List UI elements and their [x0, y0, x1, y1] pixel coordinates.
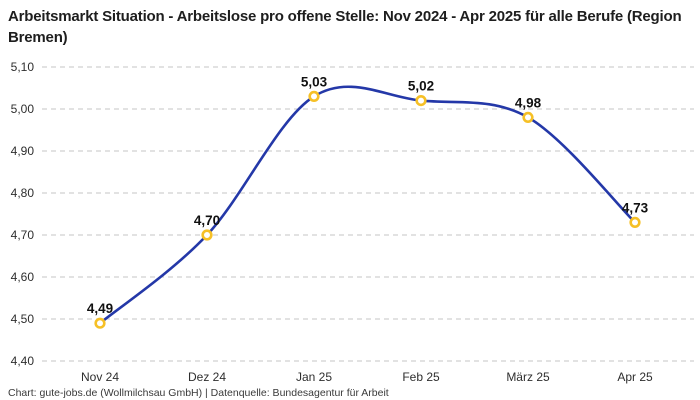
y-tick-label: 4,60: [11, 270, 35, 284]
y-tick-label: 4,50: [11, 312, 35, 326]
x-tick-label: Nov 24: [81, 370, 119, 384]
data-point-marker: [522, 111, 534, 123]
y-tick-label: 4,90: [11, 144, 35, 158]
y-tick-label: 4,70: [11, 228, 35, 242]
data-point-marker: [94, 317, 106, 329]
data-point-label: 4,73: [622, 200, 649, 215]
data-point-label: 4,70: [194, 213, 220, 228]
data-point-marker: [629, 216, 641, 228]
data-point-marker: [308, 90, 320, 102]
series-line: [98, 85, 637, 325]
data-point-label: 5,02: [408, 79, 434, 94]
x-tick-label: März 25: [506, 370, 550, 384]
data-point-label: 4,98: [515, 95, 542, 110]
y-tick-label: 5,00: [11, 102, 35, 116]
chart-source-footer: Chart: gute-jobs.de (Wollmilchsau GmbH) …: [8, 387, 389, 399]
y-tick-label: 4,80: [11, 186, 35, 200]
x-tick-label: Apr 25: [617, 370, 653, 384]
y-tick-label: 5,10: [11, 60, 35, 74]
x-tick-label: Feb 25: [402, 370, 440, 384]
data-point-marker: [201, 229, 213, 241]
x-tick-label: Jan 25: [296, 370, 332, 384]
data-point-marker: [415, 94, 427, 107]
y-tick-label: 4,40: [11, 354, 35, 368]
chart-title: Arbeitsmarkt Situation - Arbeitslose pro…: [8, 8, 682, 46]
x-tick-label: Dez 24: [188, 370, 226, 384]
data-point-label: 5,03: [301, 74, 328, 89]
data-point-label: 4,49: [87, 301, 113, 316]
